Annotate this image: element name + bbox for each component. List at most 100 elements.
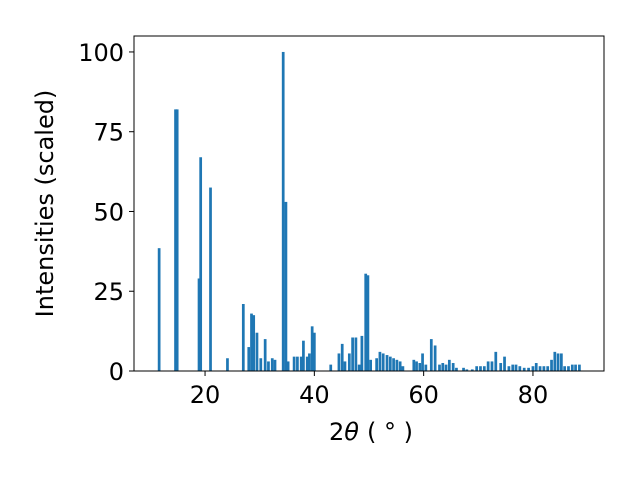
y-tick-label: 100 xyxy=(78,39,124,67)
bar xyxy=(465,369,469,371)
bar xyxy=(157,248,161,371)
bar xyxy=(578,364,581,371)
bar xyxy=(302,340,305,371)
bar xyxy=(250,313,253,371)
bar xyxy=(310,326,314,371)
bar xyxy=(343,361,347,371)
bar xyxy=(226,358,229,371)
bar xyxy=(284,201,288,371)
bar xyxy=(364,273,368,371)
bar xyxy=(499,363,503,371)
y-ticks-group: 0 25 50 75 100 xyxy=(78,39,134,386)
bar xyxy=(267,361,270,371)
bar xyxy=(340,343,344,371)
bar xyxy=(395,359,399,371)
bar xyxy=(503,356,506,371)
bar xyxy=(281,51,285,371)
bar xyxy=(546,366,550,371)
bar xyxy=(197,278,201,371)
bar xyxy=(438,364,441,371)
bar xyxy=(550,359,553,371)
bar xyxy=(308,353,311,371)
bar xyxy=(252,315,256,371)
bar xyxy=(357,364,361,371)
bar xyxy=(574,364,577,371)
y-tick-label: 50 xyxy=(93,198,124,226)
bar xyxy=(392,358,395,371)
bar xyxy=(329,364,333,371)
bar xyxy=(455,367,458,371)
bar xyxy=(429,339,433,371)
bar xyxy=(418,363,422,371)
bar xyxy=(421,353,424,371)
bar xyxy=(534,363,538,371)
bar xyxy=(560,353,563,371)
x-axis-label-prefix: 2 xyxy=(329,418,344,446)
bar xyxy=(388,356,392,371)
bar xyxy=(398,361,402,371)
bar xyxy=(511,364,515,371)
bar xyxy=(263,339,267,371)
bar xyxy=(270,358,274,371)
bar xyxy=(347,353,351,371)
bar xyxy=(444,364,448,371)
bar xyxy=(369,359,372,371)
bars-group xyxy=(157,51,581,371)
bar xyxy=(296,356,299,371)
bar xyxy=(360,335,364,371)
bar xyxy=(494,351,498,371)
bar xyxy=(531,366,535,371)
bar xyxy=(375,358,379,371)
bar xyxy=(553,351,557,371)
bar xyxy=(479,366,482,371)
y-tick-label: 25 xyxy=(93,278,124,306)
x-tick-label: 80 xyxy=(518,381,549,409)
bar xyxy=(292,356,296,371)
bar xyxy=(451,363,455,371)
plot-area-frame xyxy=(133,35,605,372)
bar xyxy=(175,109,179,371)
bar xyxy=(507,366,511,371)
bar xyxy=(241,304,245,371)
bar xyxy=(475,366,479,371)
bar xyxy=(441,363,445,371)
x-tick-label: 20 xyxy=(190,381,221,409)
bar xyxy=(199,157,203,371)
bar xyxy=(354,337,358,371)
bar xyxy=(563,366,567,371)
x-axis-label: 2θ ( ° ) xyxy=(329,418,413,446)
bar xyxy=(470,369,474,371)
bar xyxy=(209,187,212,371)
x-axis-label-theta: θ xyxy=(344,418,359,446)
bar xyxy=(286,361,290,371)
bar xyxy=(538,366,542,371)
bar xyxy=(312,332,316,371)
x-ticks-group: 20 40 60 80 xyxy=(190,371,548,409)
bar xyxy=(447,359,451,371)
bar xyxy=(424,364,428,371)
bar xyxy=(518,366,522,371)
bar xyxy=(273,359,277,371)
x-axis-label-unit: ( ° ) xyxy=(367,418,413,446)
bar xyxy=(299,356,303,371)
bar xyxy=(567,366,570,371)
bar xyxy=(255,332,259,371)
bar xyxy=(570,364,574,371)
bar xyxy=(174,109,177,371)
bar xyxy=(378,351,382,371)
bar xyxy=(486,361,490,371)
bar xyxy=(542,366,546,371)
bar xyxy=(522,367,526,371)
bar xyxy=(412,359,416,371)
bar xyxy=(415,361,418,371)
y-tick-label: 75 xyxy=(93,119,124,147)
bar xyxy=(381,353,385,371)
x-tick-label: 40 xyxy=(299,381,330,409)
bar xyxy=(337,353,341,371)
bar xyxy=(247,347,251,371)
bar xyxy=(482,366,486,371)
bar xyxy=(514,364,518,371)
y-axis-label: Intensities (scaled) xyxy=(31,90,59,318)
